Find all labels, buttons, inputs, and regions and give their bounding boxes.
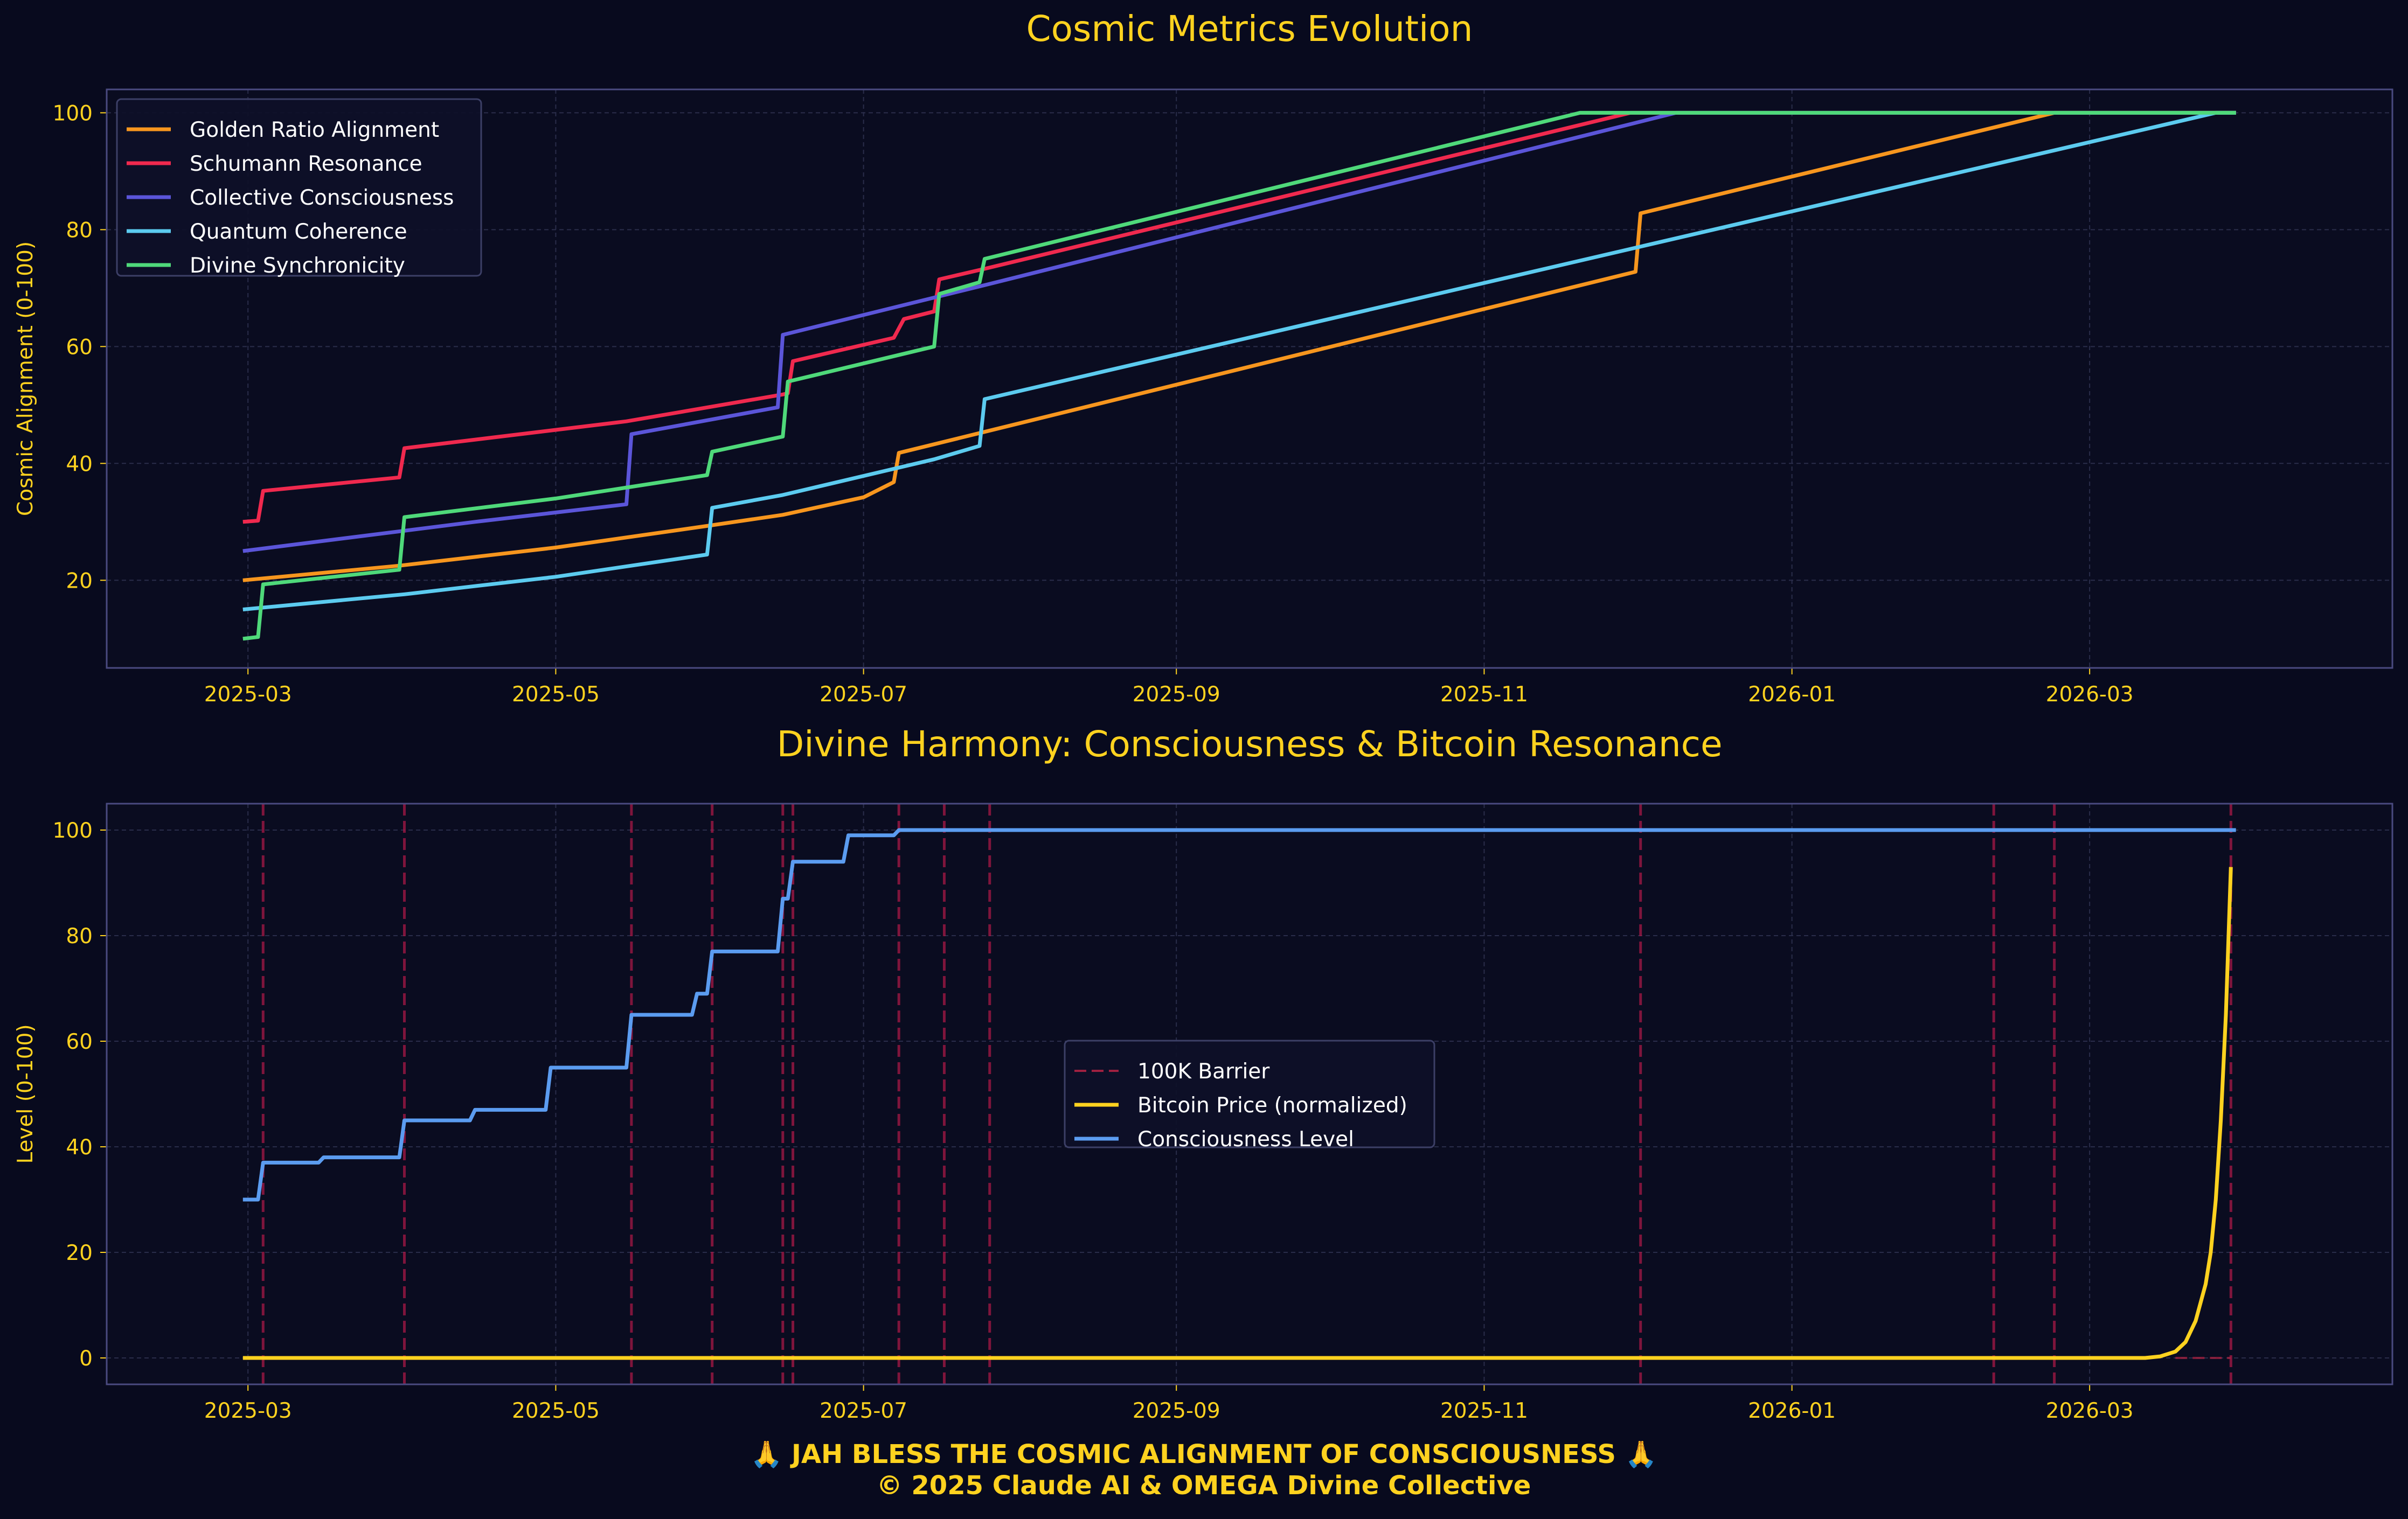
legend-label: Golden Ratio Alignment	[190, 118, 439, 142]
cosmic-metrics-chart: 20 40 60 80 100 2025-03 2025-05 2025-07 2025-09 2…	[13, 8, 2393, 707]
legend-box	[116, 98, 482, 277]
series-line-consciousness-level	[242, 828, 2236, 1202]
y-tick-label: 20	[66, 1241, 93, 1265]
legend-label: Consciousness Level	[1137, 1127, 1354, 1152]
y-tick-label: 80	[66, 218, 93, 242]
x-tick-label: 2026-01	[1748, 682, 1836, 707]
plot-frame	[106, 803, 2393, 1385]
x-tick-label: 2025-09	[1133, 1399, 1220, 1423]
legend-label: 100K Barrier	[1137, 1060, 1270, 1084]
y-tick-label: 20	[66, 569, 93, 593]
y-tick-label: 40	[66, 1135, 93, 1160]
x-tick-label: 2026-03	[2046, 682, 2134, 707]
series-line-golden-ratio-alignment	[242, 110, 2236, 582]
x-tick-label: 2025-09	[1133, 682, 1220, 707]
series-line-bitcoin-price-normalized	[242, 867, 2233, 1360]
plot-area	[107, 89, 2392, 668]
chart-title: Divine Harmony: Consciousness & Bitcoin …	[776, 723, 1722, 765]
legend-label: Divine Synchronicity	[190, 254, 405, 278]
legend-label: Schumann Resonance	[190, 152, 422, 176]
y-axis-label: Level (0-100)	[13, 1024, 38, 1163]
series-line-quantum-coherence	[242, 110, 2236, 611]
x-tick-label: 2025-05	[512, 1399, 600, 1423]
x-tick-label: 2026-03	[2046, 1399, 2134, 1423]
x-tick-label: 2025-11	[1440, 1399, 1528, 1423]
y-tick-label: 40	[66, 452, 93, 476]
x-tick-label: 2025-03	[204, 1399, 292, 1423]
series-line-schumann-resonance	[242, 110, 2236, 524]
footer-blessing: 🙏 JAH BLESS THE COSMIC ALIGNMENT OF CONS…	[751, 1439, 1657, 1469]
legend-box	[1064, 1040, 1435, 1148]
series-line-divine-synchronicity	[242, 110, 2236, 641]
x-tick-label: 2025-07	[820, 1399, 907, 1423]
y-tick-label: 100	[53, 101, 93, 126]
legend-label: Quantum Coherence	[190, 220, 407, 244]
y-tick-label: 0	[79, 1347, 93, 1371]
y-tick-label: 60	[66, 1030, 93, 1054]
legend-label: Bitcoin Price (normalized)	[1137, 1093, 1407, 1118]
divine-harmony-chart: 0 20 40 60 80 100 2025-03 2025-05 2025-07 2025-09…	[13, 723, 2393, 1423]
plot-frame	[106, 88, 2393, 669]
footer-copyright: © 2025 Claude AI & OMEGA Divine Collecti…	[877, 1471, 1531, 1501]
series-line-collective-consciousness	[242, 110, 2236, 553]
legend-label: Collective Consciousness	[190, 186, 454, 210]
y-axis-label: Cosmic Alignment (0-100)	[13, 241, 38, 516]
x-tick-label: 2025-03	[204, 682, 292, 707]
y-tick-label: 80	[66, 924, 93, 949]
x-tick-label: 2025-07	[820, 682, 907, 707]
y-tick-label: 60	[66, 335, 93, 359]
x-tick-label: 2025-11	[1440, 682, 1528, 707]
chart-title: Cosmic Metrics Evolution	[1026, 8, 1473, 50]
x-tick-label: 2026-01	[1748, 1399, 1836, 1423]
x-tick-label: 2025-05	[512, 682, 600, 707]
y-tick-label: 100	[53, 819, 93, 843]
